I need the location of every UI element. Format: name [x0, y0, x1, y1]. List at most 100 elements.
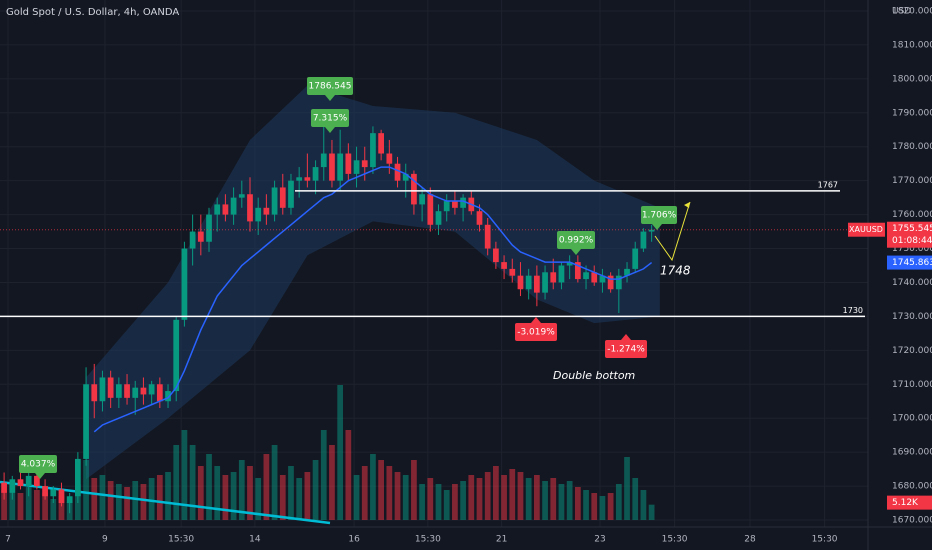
volume-bar	[632, 478, 639, 520]
y-tick-label: 1800.000	[892, 74, 932, 84]
volume-bar	[542, 481, 548, 520]
candle-body	[353, 160, 360, 174]
candle-body	[542, 272, 548, 293]
x-tick-label: 15:30	[415, 535, 441, 545]
volume-bar	[9, 484, 16, 520]
y-tick-label: 1750.000	[892, 244, 932, 254]
candle-body	[222, 204, 229, 215]
volume-bar	[501, 475, 507, 520]
candle-body	[263, 207, 270, 215]
x-tick-label: 15:30	[812, 535, 838, 545]
candle-body	[288, 180, 294, 208]
band	[86, 85, 660, 480]
volume-bar	[329, 445, 335, 520]
annotation: 0.992%	[557, 231, 595, 255]
volume-bar	[370, 454, 376, 520]
y-tick-label: 1790.000	[892, 108, 932, 118]
volume-bar	[156, 475, 163, 520]
axis-layer: 1670.000 1680.000 1690.000 1700.000 1710.000…	[5, 7, 932, 545]
volume-bar	[279, 475, 286, 520]
volume-bar	[312, 460, 319, 520]
candle-body	[312, 167, 319, 181]
volume-bar	[402, 475, 409, 520]
annotation: 4.037%	[19, 455, 57, 479]
candle-body	[320, 153, 327, 168]
x-tick-label: 28	[744, 535, 756, 545]
arrow-head	[684, 202, 690, 208]
volume-bar	[550, 478, 557, 520]
volume-bar	[83, 460, 89, 520]
annotation: 7.315%	[311, 109, 349, 133]
volume-bar	[640, 490, 647, 520]
candle-body	[615, 275, 622, 290]
candle-body	[591, 272, 598, 283]
volume-bar	[484, 472, 491, 520]
candle-body	[583, 272, 589, 280]
candle-body	[304, 177, 311, 181]
x-tick-label: 7	[5, 535, 11, 545]
annotation-text: 7.315%	[313, 114, 348, 124]
volume-bar	[591, 493, 598, 520]
candle-body	[83, 384, 89, 459]
candle-body	[140, 387, 147, 395]
volume-bar	[607, 493, 614, 520]
candle-body	[271, 187, 278, 215]
annotation-text: 0.992%	[559, 236, 594, 246]
symbol-label: XAUUSD	[849, 225, 883, 234]
y-tick-label: 1700.000	[892, 414, 932, 424]
candle-body	[509, 268, 516, 276]
volume-bar	[115, 484, 122, 520]
candle-body	[255, 207, 262, 222]
currency-label: USD	[892, 7, 911, 17]
volume-bar	[386, 466, 393, 520]
volume-bar	[517, 472, 524, 520]
candle-body	[173, 319, 180, 392]
annotation-text: 4.037%	[21, 460, 56, 470]
ema-label: 1745.863	[892, 258, 932, 268]
candle-body	[156, 384, 163, 402]
x-tick-label: 15:30	[168, 535, 194, 545]
trend-line	[0, 480, 331, 525]
candle-body	[607, 275, 614, 290]
candle-body	[460, 197, 466, 208]
x-tick-label: 14	[249, 535, 261, 545]
volume-bar	[411, 460, 417, 520]
y-tick-label: 1760.000	[892, 210, 932, 220]
candle-body	[206, 214, 212, 242]
volume-bar	[230, 472, 237, 520]
candle-body	[361, 160, 368, 168]
volume-bar	[247, 466, 253, 520]
annotation: -1.274%	[605, 334, 647, 358]
x-tick-label: 16	[348, 535, 360, 545]
candle-body	[50, 489, 57, 497]
candle-body	[402, 173, 409, 181]
volume-bar	[238, 460, 245, 520]
ema-tag	[887, 255, 932, 270]
volume-bar	[599, 496, 606, 520]
volume-bar	[615, 484, 622, 520]
volume-bar	[320, 430, 327, 520]
y-tick-label: 1690.000	[892, 448, 932, 458]
volume-bar	[107, 481, 114, 520]
candle-body	[493, 248, 499, 263]
volume-bar	[337, 385, 344, 520]
candle-body	[296, 177, 303, 181]
candle-body	[558, 265, 565, 283]
candle-body	[91, 384, 98, 402]
volume-bar	[181, 430, 188, 520]
annotation-text: 1748	[660, 264, 691, 278]
candle-body	[197, 231, 204, 242]
volume-bar	[132, 481, 139, 520]
y-tick-label: 1680.000	[892, 482, 932, 492]
volume-bar	[353, 475, 360, 520]
volume-bar	[345, 430, 352, 520]
volume-bar	[140, 484, 147, 520]
volume-bar	[304, 472, 311, 520]
candle-body	[181, 248, 188, 320]
candle-body	[247, 194, 253, 222]
level-label: 1730	[843, 306, 863, 315]
volume-bar	[222, 475, 229, 520]
candle-body	[394, 163, 401, 181]
band-layer	[86, 85, 660, 480]
candle-body	[42, 486, 48, 497]
